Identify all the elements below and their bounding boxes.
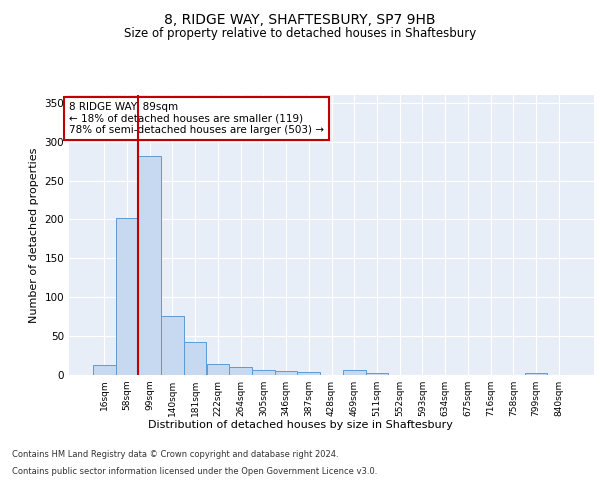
Bar <box>93 365 116 375</box>
Bar <box>343 370 365 375</box>
Bar <box>116 218 139 375</box>
Bar <box>365 374 388 375</box>
Bar <box>206 364 229 375</box>
Text: Contains public sector information licensed under the Open Government Licence v3: Contains public sector information licen… <box>12 468 377 476</box>
Text: Distribution of detached houses by size in Shaftesbury: Distribution of detached houses by size … <box>148 420 452 430</box>
Bar <box>275 371 298 375</box>
Bar <box>298 372 320 375</box>
Bar <box>184 342 206 375</box>
Bar <box>229 367 252 375</box>
Text: Size of property relative to detached houses in Shaftesbury: Size of property relative to detached ho… <box>124 28 476 40</box>
Y-axis label: Number of detached properties: Number of detached properties <box>29 148 39 322</box>
Bar <box>161 316 184 375</box>
Text: Contains HM Land Registry data © Crown copyright and database right 2024.: Contains HM Land Registry data © Crown c… <box>12 450 338 459</box>
Text: 8 RIDGE WAY: 89sqm
← 18% of detached houses are smaller (119)
78% of semi-detach: 8 RIDGE WAY: 89sqm ← 18% of detached hou… <box>69 102 324 135</box>
Bar <box>252 370 275 375</box>
Bar <box>139 156 161 375</box>
Bar <box>524 372 547 375</box>
Text: 8, RIDGE WAY, SHAFTESBURY, SP7 9HB: 8, RIDGE WAY, SHAFTESBURY, SP7 9HB <box>164 12 436 26</box>
